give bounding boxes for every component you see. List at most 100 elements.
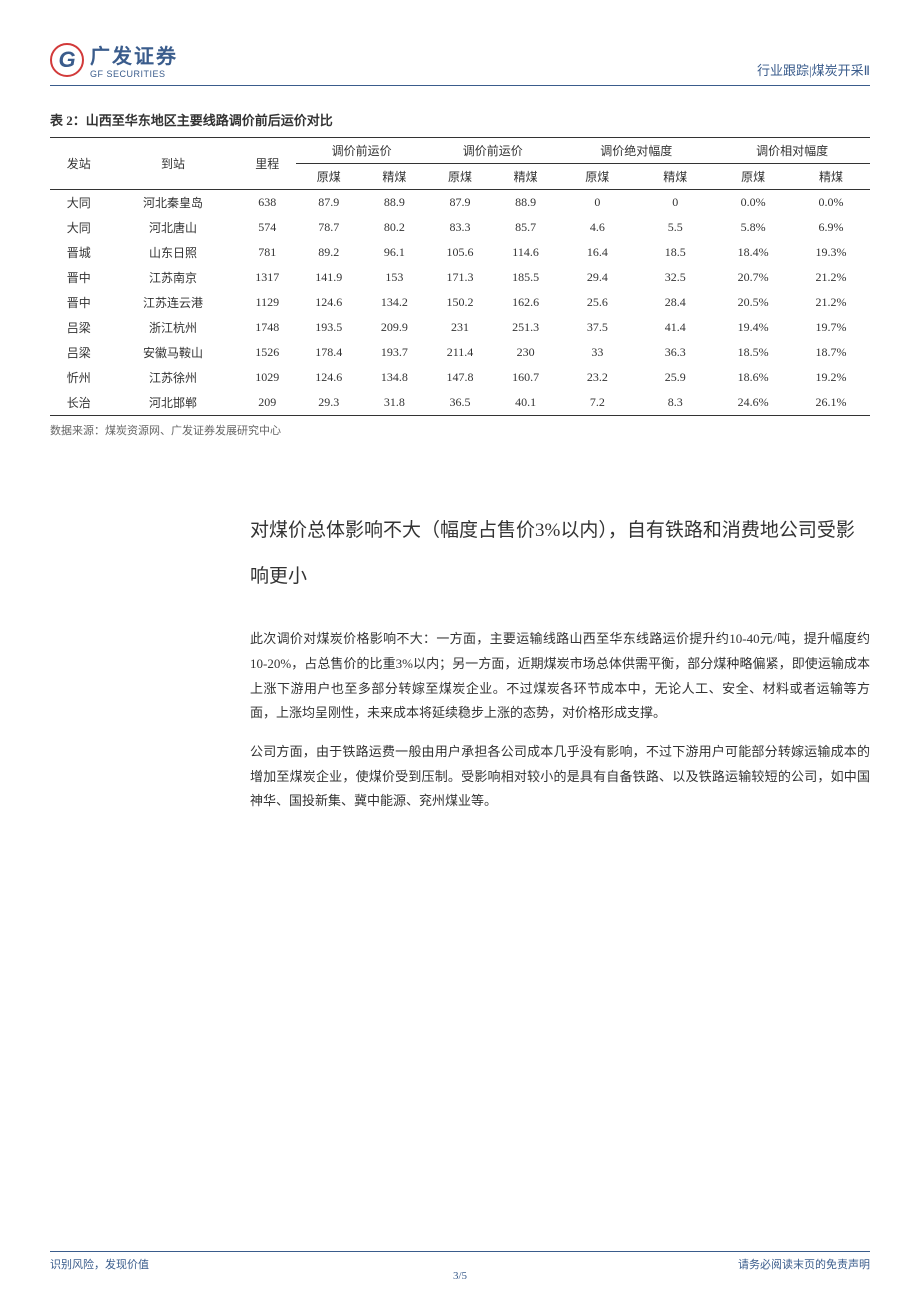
logo-text-cn: 广发证券 (90, 40, 178, 69)
table-cell: 88.9 (493, 190, 559, 216)
table-cell: 171.3 (427, 265, 493, 290)
col-group-rel: 调价相对幅度 (714, 138, 870, 164)
table-cell: 5.5 (636, 215, 714, 240)
table-cell: 18.6% (714, 365, 792, 390)
table-row: 忻州江苏徐州1029124.6134.8147.8160.723.225.918… (50, 365, 870, 390)
table-cell: 150.2 (427, 290, 493, 315)
table-cell: 574 (239, 215, 296, 240)
table-cell: 18.7% (792, 340, 870, 365)
table-cell: 1129 (239, 290, 296, 315)
table-cell: 21.2% (792, 265, 870, 290)
table-cell: 20.5% (714, 290, 792, 315)
table-cell: 晋中 (50, 290, 107, 315)
table-cell: 209 (239, 390, 296, 416)
col-to: 到站 (107, 138, 238, 190)
table-cell: 124.6 (296, 290, 362, 315)
table-cell: 16.4 (558, 240, 636, 265)
col-from: 发站 (50, 138, 107, 190)
table-cell: 32.5 (636, 265, 714, 290)
page-number: 3/5 (50, 1270, 870, 1282)
table-cell: 134.2 (362, 290, 428, 315)
table-cell: 18.5% (714, 340, 792, 365)
table-cell: 78.7 (296, 215, 362, 240)
table-cell: 19.3% (792, 240, 870, 265)
table-cell: 1748 (239, 315, 296, 340)
table-cell: 18.4% (714, 240, 792, 265)
table-cell: 山东日照 (107, 240, 238, 265)
table-cell: 85.7 (493, 215, 559, 240)
table-cell: 134.8 (362, 365, 428, 390)
table-cell: 0.0% (792, 190, 870, 216)
table-cell: 19.4% (714, 315, 792, 340)
table-cell: 185.5 (493, 265, 559, 290)
table-cell: 江苏南京 (107, 265, 238, 290)
table-cell: 209.9 (362, 315, 428, 340)
table-cell: 87.9 (427, 190, 493, 216)
sub-clean: 精煤 (362, 164, 428, 190)
sub-clean: 精煤 (493, 164, 559, 190)
table-cell: 193.5 (296, 315, 362, 340)
table-row: 晋城山东日照78189.296.1105.6114.616.418.518.4%… (50, 240, 870, 265)
table-row: 晋中江苏连云港1129124.6134.2150.2162.625.628.42… (50, 290, 870, 315)
table-cell: 162.6 (493, 290, 559, 315)
table-cell: 781 (239, 240, 296, 265)
table-cell: 18.5 (636, 240, 714, 265)
table-cell: 忻州 (50, 365, 107, 390)
table-cell: 26.1% (792, 390, 870, 416)
table-cell: 105.6 (427, 240, 493, 265)
col-group-before: 调价前运价 (296, 138, 427, 164)
col-group-abs: 调价绝对幅度 (558, 138, 714, 164)
logo-text-en: GF SECURITIES (90, 69, 178, 79)
table-body: 大同河北秦皇岛63887.988.987.988.9000.0%0.0%大同河北… (50, 190, 870, 416)
table-cell: 29.3 (296, 390, 362, 416)
table-cell: 29.4 (558, 265, 636, 290)
table-cell: 83.3 (427, 215, 493, 240)
header-category: 行业跟踪|煤炭开采Ⅱ (757, 60, 870, 79)
table-cell: 33 (558, 340, 636, 365)
table-cell: 147.8 (427, 365, 493, 390)
table-cell: 晋中 (50, 265, 107, 290)
table-cell: 124.6 (296, 365, 362, 390)
sub-raw: 原煤 (296, 164, 362, 190)
table-cell: 31.8 (362, 390, 428, 416)
table-cell: 211.4 (427, 340, 493, 365)
table-cell: 88.9 (362, 190, 428, 216)
table-cell: 江苏徐州 (107, 365, 238, 390)
sub-clean: 精煤 (792, 164, 870, 190)
table-cell: 41.4 (636, 315, 714, 340)
paragraph-1: 此次调价对煤炭价格影响不大：一方面，主要运输线路山西至华东线路运价提升约10-4… (250, 627, 870, 726)
table-cell: 5.8% (714, 215, 792, 240)
table-cell: 40.1 (493, 390, 559, 416)
table-cell: 37.5 (558, 315, 636, 340)
logo-text-wrap: 广发证券 GF SECURITIES (90, 40, 178, 79)
table-source: 数据来源：煤炭资源网、广发证券发展研究中心 (50, 422, 870, 438)
table-cell: 231 (427, 315, 493, 340)
table-cell: 89.2 (296, 240, 362, 265)
table-cell: 大同 (50, 190, 107, 216)
table-cell: 28.4 (636, 290, 714, 315)
table-cell: 230 (493, 340, 559, 365)
table-cell: 0 (636, 190, 714, 216)
col-group-after: 调价前运价 (427, 138, 558, 164)
table-cell: 大同 (50, 215, 107, 240)
table-cell: 8.3 (636, 390, 714, 416)
logo: G 广发证券 GF SECURITIES (50, 40, 178, 79)
page-header: G 广发证券 GF SECURITIES 行业跟踪|煤炭开采Ⅱ (50, 40, 870, 86)
col-distance: 里程 (239, 138, 296, 190)
table-cell: 河北唐山 (107, 215, 238, 240)
table-cell: 4.6 (558, 215, 636, 240)
table-cell: 19.2% (792, 365, 870, 390)
sub-clean: 精煤 (636, 164, 714, 190)
table-cell: 吕梁 (50, 315, 107, 340)
table-row: 大同河北唐山57478.780.283.385.74.65.55.8%6.9% (50, 215, 870, 240)
table-cell: 7.2 (558, 390, 636, 416)
logo-mark-icon: G (50, 43, 84, 77)
table-cell: 96.1 (362, 240, 428, 265)
table-cell: 河北邯郸 (107, 390, 238, 416)
table-cell: 25.9 (636, 365, 714, 390)
table-cell: 638 (239, 190, 296, 216)
sub-raw: 原煤 (714, 164, 792, 190)
table-row: 吕梁浙江杭州1748193.5209.9231251.337.541.419.4… (50, 315, 870, 340)
table-cell: 晋城 (50, 240, 107, 265)
table-cell: 178.4 (296, 340, 362, 365)
